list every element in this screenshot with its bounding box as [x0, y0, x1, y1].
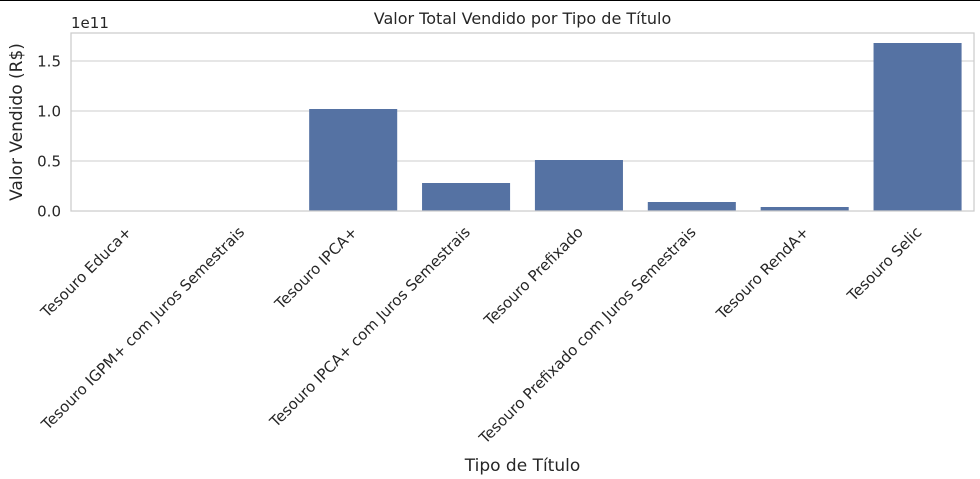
- chart-title: Valor Total Vendido por Tipo de Título: [374, 9, 672, 28]
- bar: [534, 160, 623, 211]
- x-tick-label: Tesouro Selic: [843, 223, 925, 305]
- x-axis-label: Tipo de Título: [464, 456, 581, 476]
- x-tick-label: Tesouro Prefixado: [480, 223, 587, 330]
- bar: [422, 183, 511, 211]
- bar-layer: [83, 43, 962, 211]
- x-tick-label: Tesouro Educa+: [37, 223, 136, 322]
- x-tick-labels: Tesouro Educa+Tesouro IGPM+ com Juros Se…: [37, 223, 926, 448]
- y-tick-label: 0.0: [37, 203, 61, 221]
- y-tick-label: 1.5: [37, 53, 61, 71]
- x-tick-label: Tesouro IPCA+ com Juros Semestrais: [266, 223, 474, 431]
- y-axis-label: Valor Vendido (R$): [7, 43, 27, 201]
- x-tick-label: Tesouro IGPM+ com Juros Semestrais: [37, 223, 248, 434]
- bar: [760, 207, 849, 211]
- x-tick-label: Tesouro IPCA+: [271, 223, 361, 313]
- x-tick-label: Tesouro RendA+: [712, 223, 812, 323]
- x-tick-label: Tesouro Prefixado com Juros Semestrais: [475, 223, 700, 448]
- bar: [647, 202, 736, 211]
- y-tick-label: 0.5: [37, 153, 61, 171]
- y-tick-labels: 0.0 0.5 1.0 1.5: [37, 53, 61, 221]
- bar: [309, 109, 398, 211]
- plot-frame: [70, 32, 975, 212]
- top-border-line: [0, 0, 980, 1]
- y-axis-offset-label: 1e11: [71, 14, 109, 32]
- bar: [873, 43, 962, 211]
- grid-layer: [71, 60, 974, 212]
- y-tick-label: 1.0: [37, 103, 61, 121]
